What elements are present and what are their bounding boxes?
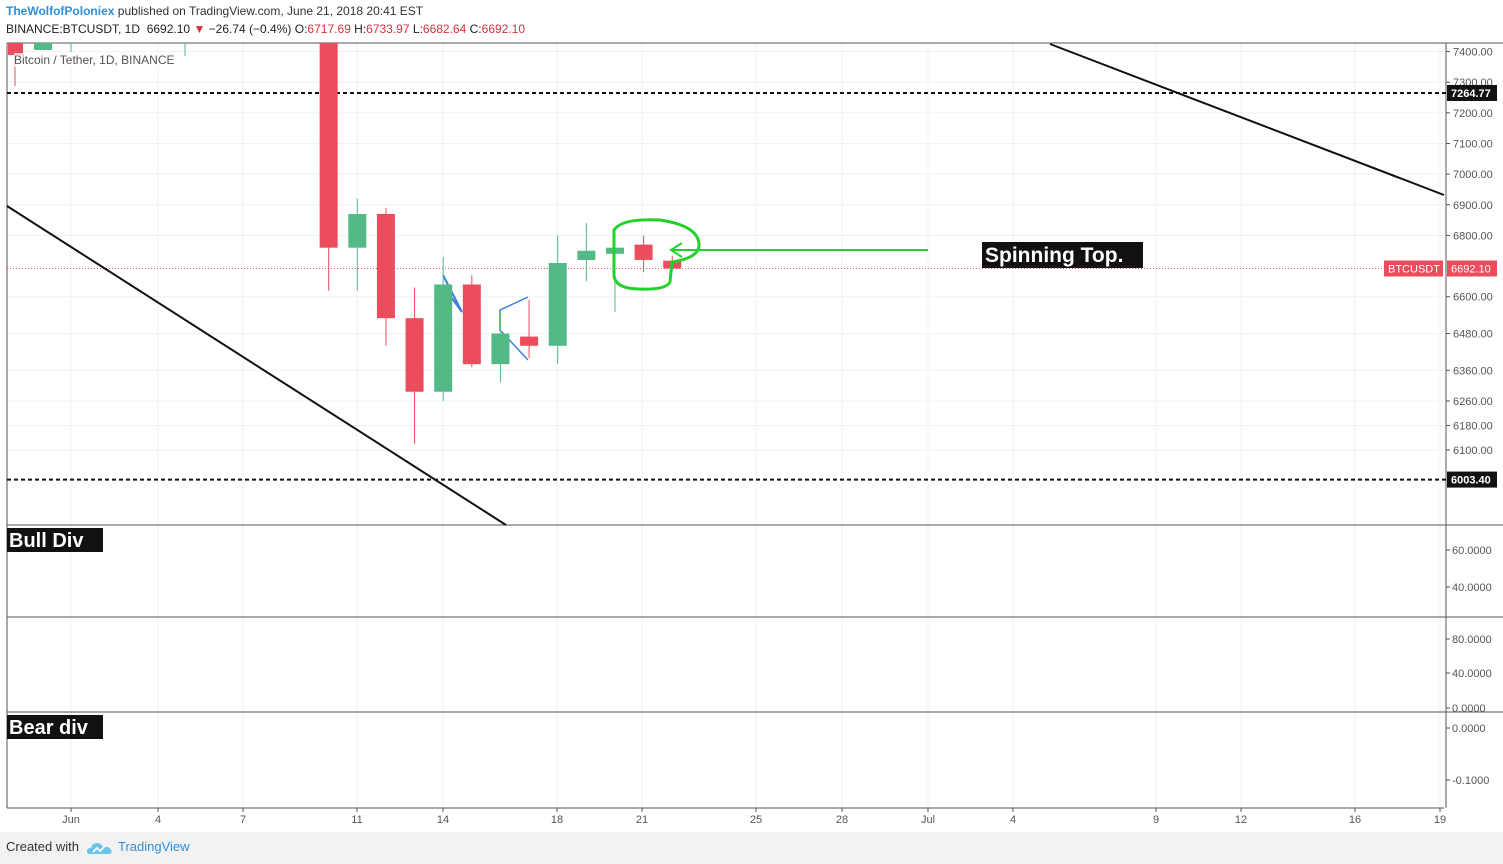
low-value: 6682.64	[422, 22, 467, 36]
pane-label: Bull Div	[9, 530, 84, 552]
time-tick-label: 9	[1153, 814, 1159, 826]
pane-label-box	[7, 528, 103, 552]
time-tick-label: 19	[1434, 814, 1446, 826]
annotations[interactable]: Spinning Top. Bull Div Bear div	[7, 218, 1143, 739]
trendlines[interactable]	[6, 43, 1445, 526]
price-tick-label: 6900.00	[1453, 200, 1493, 212]
price-tick-label: 6480.00	[1453, 329, 1493, 341]
candle-body	[8, 43, 23, 55]
ohlc-bar: BINANCE:BTCUSDT, 1D 6692.10 ▼ −26.74 (−0…	[6, 22, 525, 36]
price-change: −26.74 (−0.4%)	[208, 22, 292, 36]
last-price-label: 6692.10	[1451, 264, 1491, 276]
candle-body	[34, 43, 52, 50]
arrow-head-icon	[669, 242, 683, 258]
candle-body	[520, 336, 539, 346]
indicator-tick-label: -0.1000	[1452, 775, 1489, 787]
candle-body	[376, 213, 395, 319]
price-tick-label: 6260.00	[1453, 396, 1493, 408]
published-text: published on TradingView.com, June 21, 2…	[117, 4, 424, 18]
indicator-tick-label: 40.0000	[1452, 582, 1492, 594]
time-tick-label: Jul	[921, 814, 935, 826]
time-axis[interactable]: Jun 4 7 11 14 18 21 25 28 Jul 4 9 12 16 19	[62, 808, 1446, 826]
low-label: L:	[412, 22, 423, 36]
price-tick-label: 7100.00	[1453, 138, 1493, 150]
publish-info: TheWolfofPoloniex published on TradingVi…	[6, 4, 423, 18]
candle-body	[434, 284, 453, 392]
level-label-box	[1447, 84, 1497, 101]
pane-label-box	[7, 715, 103, 739]
price-tick-label: 7000.00	[1453, 169, 1493, 181]
candle-body	[462, 284, 481, 365]
candle-body	[634, 244, 653, 260]
horizontal-levels[interactable]	[7, 91, 1446, 481]
time-tick-label: 16	[1349, 814, 1361, 826]
grid	[7, 43, 1444, 808]
support-trendline	[6, 205, 507, 526]
close-value: 6692.10	[481, 22, 526, 36]
price-tick-label: 7400.00	[1453, 47, 1493, 59]
time-tick-label: 28	[836, 814, 848, 826]
indicator-tick-label: 60.0000	[1452, 545, 1492, 557]
indicator-tick-label: 80.0000	[1452, 634, 1492, 646]
candle-body	[577, 250, 596, 260]
symbol-price-box	[1384, 260, 1443, 277]
time-tick-label: 11	[351, 814, 362, 826]
symbol-label: BINANCE:BTCUSDT, 1D	[6, 22, 141, 36]
open-label: O:	[294, 22, 308, 36]
tradingview-link[interactable]: TradingView	[118, 839, 190, 854]
indicator-tick-label: 0.0000	[1452, 723, 1486, 735]
price-tick-label: 6800.00	[1453, 230, 1493, 242]
time-tick-label: 21	[636, 814, 648, 826]
tradingview-logo-icon	[87, 843, 112, 854]
pane-label: Bear div	[9, 717, 89, 739]
time-tick-label: Jun	[62, 814, 80, 826]
annotation-label: Spinning Top.	[985, 244, 1123, 267]
annotation-box	[982, 242, 1143, 268]
time-tick-label: 4	[1010, 814, 1016, 826]
price-tick-label: 6600.00	[1453, 292, 1493, 304]
indicator-tick-label: 40.0000	[1452, 668, 1492, 680]
time-tick-label: 12	[1235, 814, 1247, 826]
price-tick-label: 7200.00	[1453, 108, 1493, 120]
down-arrow-icon: ▼	[193, 22, 206, 36]
price-tick-label: 6180.00	[1453, 420, 1493, 432]
symbol-price-label: BTCUSDT	[1388, 264, 1440, 276]
open-value: 6717.69	[307, 22, 351, 36]
indicator-tick-label: 0.0000	[1452, 703, 1486, 715]
time-tick-label: 18	[551, 814, 563, 826]
price-axis[interactable]: 7400.007300.007200.007100.007000.006900.…	[1384, 47, 1497, 787]
candle-body	[319, 43, 338, 248]
candles	[8, 43, 682, 444]
time-tick-label: 4	[155, 814, 161, 826]
author-link[interactable]: TheWolfofPoloniex	[6, 4, 115, 18]
candle-body	[548, 263, 567, 346]
resistance-trendline	[1049, 43, 1445, 196]
time-tick-label: 7	[240, 814, 246, 826]
created-with-text: Created with	[6, 839, 79, 854]
last-price-box	[1447, 260, 1497, 277]
price-tick-label: 6360.00	[1453, 365, 1493, 377]
pane-frames	[6, 42, 1503, 809]
time-tick-label: 14	[437, 814, 449, 826]
candle-body	[405, 318, 424, 392]
close-label: C:	[469, 22, 482, 36]
high-value: 6733.97	[366, 22, 410, 36]
level-label: 7264.77	[1451, 88, 1491, 100]
level-label-box	[1447, 471, 1497, 488]
level-label: 6003.40	[1451, 475, 1491, 487]
price-tick-label: 6100.00	[1453, 445, 1493, 457]
candle-body	[348, 213, 367, 248]
pattern-drawings[interactable]	[442, 274, 529, 361]
high-label: H:	[354, 22, 367, 36]
last-price: 6692.10	[146, 22, 191, 36]
time-tick-label: 25	[750, 814, 762, 826]
highlight-circle	[612, 218, 701, 291]
series-legend: Bitcoin / Tether, 1D, BINANCE	[14, 53, 175, 67]
footer: Created with TradingView	[0, 832, 1503, 864]
candle-body	[491, 333, 510, 365]
